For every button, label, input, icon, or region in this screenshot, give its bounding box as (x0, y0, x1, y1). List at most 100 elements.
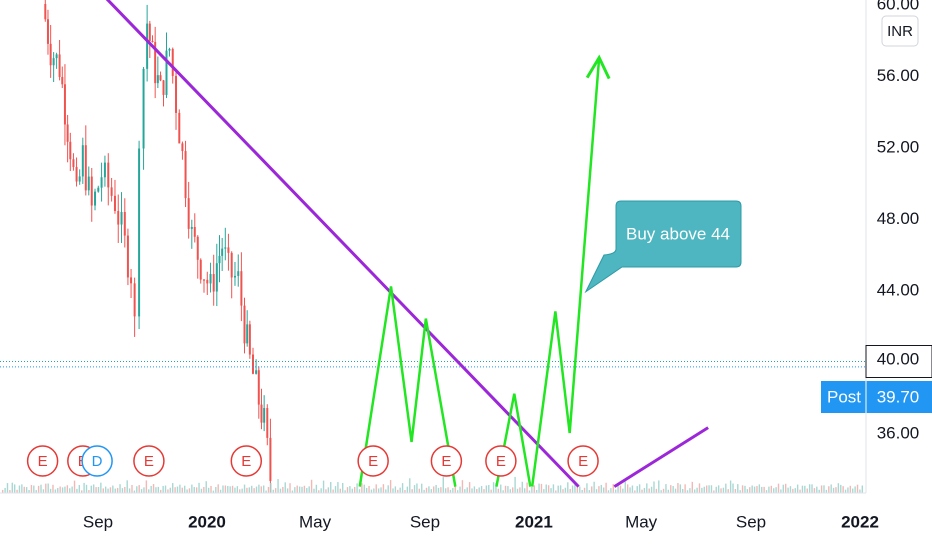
volume-bar (492, 482, 495, 493)
volume-bar (483, 489, 485, 493)
candle-body (230, 252, 233, 278)
time-axis-label: 2022 (841, 512, 879, 531)
volume-bar (825, 489, 828, 493)
callout[interactable]: Buy above 44 (584, 200, 742, 294)
time-axis-label: May (299, 512, 332, 531)
volume-bar (83, 482, 85, 493)
time-axis-label: Sep (736, 512, 766, 531)
candle-body (171, 48, 174, 76)
candle-body (196, 236, 199, 260)
dividend-marker[interactable] (81, 445, 113, 477)
pattern-line[interactable] (358, 286, 457, 487)
volume-bar (138, 485, 140, 493)
volume-bar (696, 487, 698, 493)
volume-bar (607, 490, 610, 493)
volume-bar (243, 484, 246, 493)
volume-bar (411, 489, 413, 493)
volume-bar (246, 487, 248, 493)
callout-text: Buy above 44 (626, 224, 730, 243)
candle-body (90, 176, 93, 206)
volume-bar (61, 487, 64, 493)
volume-bar (107, 488, 109, 493)
event-markers[interactable]: EEDEEEEEE (26, 445, 599, 477)
callout-bubble[interactable] (584, 200, 742, 294)
candle-body (184, 151, 187, 199)
volume-bar (104, 486, 107, 493)
volume-bar (308, 486, 310, 493)
volume-bar (653, 481, 655, 493)
volume-bar (16, 489, 18, 493)
volume-bar (811, 484, 813, 493)
volume-bar (583, 487, 586, 493)
volume-bar (11, 482, 13, 493)
volume-bar (416, 483, 418, 493)
volume-bar (456, 490, 459, 493)
volume-bar (322, 480, 325, 493)
event-marker-letter: E (496, 453, 506, 470)
event-marker-letter: D (92, 453, 103, 470)
volume-bar (385, 489, 387, 493)
candle-body (218, 255, 221, 264)
price-axis[interactable]: 60.00 56.00 52.00 48.00 44.00 36.00 INR 40.00… (821, 0, 932, 493)
candle-body (142, 68, 145, 149)
currency-badge[interactable]: INR (881, 15, 919, 47)
candle-body (257, 370, 260, 405)
earnings-marker[interactable] (567, 445, 599, 477)
volume-bar (667, 489, 670, 493)
volume-bar (397, 489, 399, 493)
candle-body (52, 58, 55, 66)
volume-bar (600, 484, 603, 493)
projection-arrowhead[interactable] (585, 54, 611, 80)
candle-body (69, 141, 72, 160)
time-axis-label: 2021 (515, 512, 553, 531)
candle-body (221, 248, 224, 256)
volume-bar (758, 484, 761, 493)
candle-body (203, 279, 206, 281)
candle-body (240, 271, 243, 306)
pattern-line[interactable] (530, 57, 601, 487)
volume-bar (30, 484, 33, 493)
volume-bar (531, 486, 533, 493)
earnings-marker[interactable] (230, 445, 263, 477)
candle-body (87, 176, 90, 191)
earnings-marker[interactable] (430, 445, 463, 477)
volume-layer (2, 476, 864, 493)
volume-bar (720, 488, 722, 493)
volume-bar (126, 480, 128, 493)
candle-body (151, 40, 154, 43)
volume-bar (713, 490, 715, 493)
time-axis[interactable]: Sep 2020 May Sep 2021 May Sep 2022 (0, 492, 932, 550)
volume-bar (626, 484, 629, 493)
volume-bar (614, 489, 617, 493)
volume-bar (119, 484, 121, 493)
volume-bar (643, 487, 646, 493)
volume-bar (306, 488, 308, 493)
volume-bar (160, 489, 162, 493)
volume-bar (279, 488, 282, 493)
earnings-marker[interactable] (357, 445, 389, 477)
volume-bar (313, 488, 315, 493)
volume-bar (294, 487, 296, 493)
volume-bar (229, 486, 231, 493)
volume-bar (842, 486, 844, 493)
volume-bar (195, 487, 198, 493)
volume-bar (540, 483, 543, 493)
volume-bar (555, 490, 557, 493)
earnings-marker[interactable] (485, 445, 517, 477)
volume-bar (691, 481, 693, 493)
earnings-marker[interactable] (26, 445, 59, 477)
trendline[interactable] (613, 426, 709, 488)
volume-bar (289, 483, 291, 493)
volume-bar (765, 490, 768, 493)
volume-bar (69, 488, 71, 493)
volume-bar (78, 485, 81, 493)
trendline[interactable] (94, 0, 580, 488)
volume-bar (557, 485, 559, 493)
volume-bar (804, 485, 806, 493)
volume-bar (172, 483, 174, 493)
volume-bar (744, 485, 746, 493)
earnings-marker[interactable] (133, 445, 165, 477)
volume-bar (782, 484, 784, 493)
